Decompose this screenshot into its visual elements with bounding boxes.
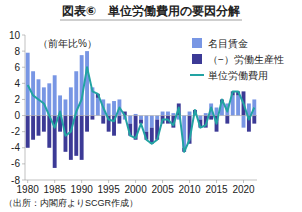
y-tick xyxy=(22,35,25,36)
bar xyxy=(128,116,132,124)
bar xyxy=(112,101,116,116)
x-tick-label: 1980 xyxy=(17,184,40,195)
y-tick-label: 10 xyxy=(9,30,21,41)
y-tick xyxy=(22,180,25,181)
y-tick xyxy=(22,83,25,84)
x-tick xyxy=(189,180,190,183)
bar xyxy=(85,51,89,115)
legend-swatch xyxy=(192,54,202,64)
x-tick-label: 2010 xyxy=(178,184,201,195)
x-tick xyxy=(243,180,244,183)
bar xyxy=(74,116,78,156)
bar xyxy=(90,116,94,120)
x-tick xyxy=(108,180,109,183)
y-tick xyxy=(22,115,25,116)
bar xyxy=(80,116,84,160)
bar xyxy=(166,112,170,116)
y-tick xyxy=(22,147,25,148)
source-note: （出所：内閣府よりSCGR作成） xyxy=(4,198,138,208)
y-tick-label: 8 xyxy=(14,46,20,57)
y-tick-label: -6 xyxy=(11,158,20,169)
legend-label: 単位労働費用 xyxy=(208,70,268,81)
x-tick-label: 1990 xyxy=(71,184,94,195)
bar xyxy=(53,75,57,115)
y-tick-label: 0 xyxy=(14,110,20,121)
bar xyxy=(242,116,246,128)
legend-swatch xyxy=(190,74,204,76)
bar xyxy=(31,116,35,140)
x-tick xyxy=(54,180,55,183)
y-tick xyxy=(22,131,25,132)
y-tick xyxy=(22,99,25,100)
x-tick-label: 2005 xyxy=(151,184,174,195)
title-rule xyxy=(60,20,242,21)
bar xyxy=(144,116,148,132)
bar xyxy=(209,116,213,120)
y-tick xyxy=(22,51,25,52)
bar xyxy=(252,99,256,115)
bar xyxy=(85,116,89,132)
y-tick-label: -4 xyxy=(11,142,20,153)
legend-label: （−）労働生産性 xyxy=(208,54,284,65)
bar xyxy=(101,116,105,124)
bar xyxy=(236,95,240,115)
bar xyxy=(26,53,30,116)
x-tick-label: 1995 xyxy=(98,184,121,195)
chart-svg: 図表⑥ 単位労働費用の要因分解-8-6-4-202468101980198519… xyxy=(0,0,302,212)
bar xyxy=(150,128,154,144)
bar xyxy=(139,116,143,120)
x-tick-label: 2015 xyxy=(205,184,228,195)
bar xyxy=(117,116,121,124)
bar xyxy=(198,116,202,120)
x-tick xyxy=(162,180,163,183)
x-tick-label: 2020 xyxy=(232,184,255,195)
y-tick xyxy=(22,67,25,68)
bar xyxy=(252,116,256,124)
x-tick-label: 2000 xyxy=(124,184,147,195)
legend-swatch xyxy=(192,38,202,48)
y-tick-label: 2 xyxy=(14,94,20,105)
y-tick xyxy=(22,163,25,164)
title: 図表⑥ 単位労働費用の要因分解 xyxy=(62,4,240,18)
y-tick-label: 4 xyxy=(14,78,20,89)
bar xyxy=(42,116,46,132)
bar xyxy=(69,87,73,115)
plot-area xyxy=(25,51,257,168)
x-tick xyxy=(27,180,28,183)
bar xyxy=(69,116,73,160)
bar xyxy=(225,116,229,124)
bar xyxy=(107,103,111,115)
chart-root: 図表⑥ 単位労働費用の要因分解-8-6-4-202468101980198519… xyxy=(0,0,302,212)
x-tick-label: 1985 xyxy=(44,184,67,195)
y-tick-label: 6 xyxy=(14,62,20,73)
x-tick xyxy=(135,180,136,183)
legend-label: 名目賃金 xyxy=(208,38,248,49)
bar xyxy=(64,99,68,115)
x-tick xyxy=(81,180,82,183)
bar xyxy=(150,116,154,128)
bar xyxy=(26,116,30,148)
y-label: （前年比%） xyxy=(38,38,97,49)
bar xyxy=(171,113,175,115)
x-tick xyxy=(216,180,217,183)
y-axis xyxy=(25,35,26,180)
bar xyxy=(204,113,208,115)
bar xyxy=(96,98,100,116)
x-axis xyxy=(25,180,257,181)
bar xyxy=(155,116,159,120)
bar xyxy=(188,112,192,116)
y-tick-label: -2 xyxy=(11,126,20,137)
bar xyxy=(37,116,41,136)
bar xyxy=(161,112,165,116)
